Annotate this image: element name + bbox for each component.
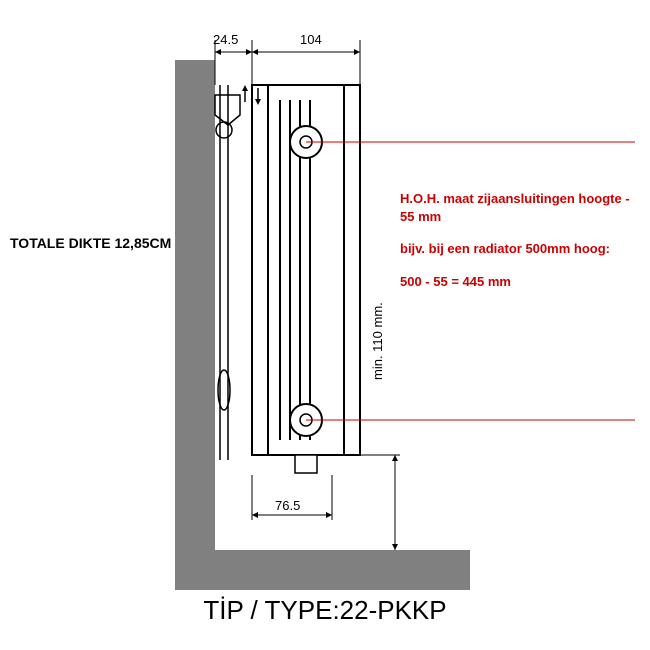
arrow	[392, 455, 398, 461]
arrow	[326, 512, 332, 518]
arrow	[242, 85, 248, 91]
annotation-line-2: bijv. bij een radiator 500mm hoog:	[400, 240, 630, 258]
arrow	[252, 49, 258, 55]
arrow	[215, 49, 221, 55]
annotation-line-3: 500 - 55 = 445 mm	[400, 273, 630, 291]
arrow	[252, 512, 258, 518]
back-panel	[252, 85, 268, 455]
arrow	[246, 49, 252, 55]
dim-bottom-width: 76.5	[275, 498, 300, 513]
dim-top-gap: 24.5	[213, 32, 238, 47]
annotation-text: H.O.H. maat zijaansluitingen hoogte - 55…	[400, 190, 630, 305]
radiator-cross-section	[0, 0, 650, 650]
bracket-pivot	[216, 122, 232, 138]
type-label: TİP / TYPE:22-PKKP	[0, 595, 650, 626]
annotation-line-1: H.O.H. maat zijaansluitingen hoogte - 55…	[400, 190, 630, 226]
wall-floor	[175, 550, 470, 590]
front-panel	[344, 85, 360, 455]
wall-vertical	[175, 60, 215, 590]
arrow	[392, 544, 398, 550]
dim-top-width: 104	[300, 32, 322, 47]
dim-vertical-label: min. 110 mm.	[370, 302, 385, 380]
bottom-outlet	[295, 455, 317, 473]
arrow	[354, 49, 360, 55]
total-thickness-label: TOTALE DIKTE 12,85CM	[10, 235, 171, 251]
